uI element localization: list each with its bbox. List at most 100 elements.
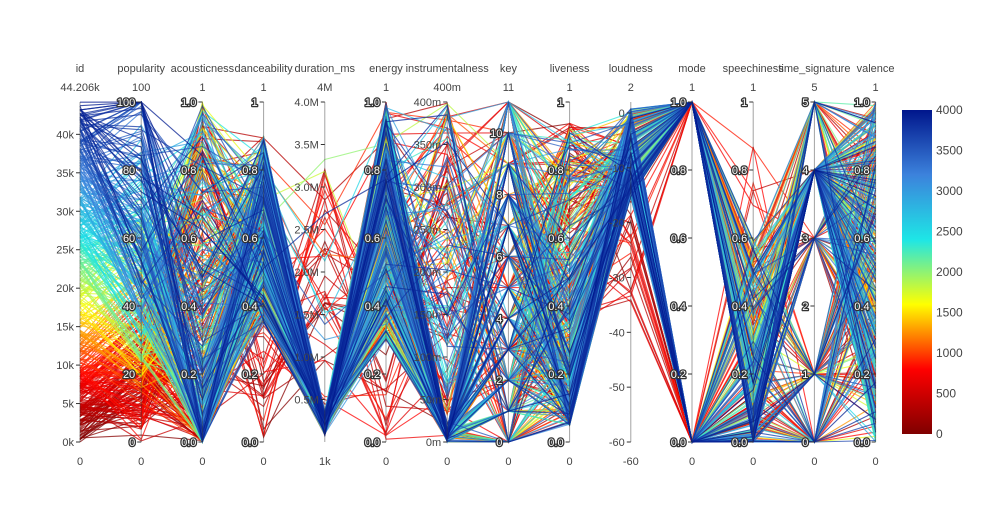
axis-range-bottom: 0	[689, 456, 695, 468]
axis-tick-label: 0.4	[181, 301, 196, 313]
axis-acousticness[interactable]: acousticness 1 0 1.0 0.8 0.6 0.4 0.2 0.0	[171, 63, 235, 468]
axis-range-bottom: 0	[199, 456, 205, 468]
axis-range-bottom: 0	[505, 456, 511, 468]
axis-tick-label: -40	[609, 327, 625, 339]
axis-tick-label: 60	[123, 233, 135, 245]
axis-title: acousticness	[171, 63, 235, 75]
axis-range-bottom: 0	[811, 456, 817, 468]
axis-tick-label: 40	[123, 301, 135, 313]
axis-tick-label: 150m	[414, 310, 442, 322]
axis-range-top: 1	[873, 82, 879, 94]
axis-tick-label: 1.0	[854, 97, 869, 109]
axis-tick-label: 0.6	[732, 233, 747, 245]
axis-tick-label: 0.0	[548, 437, 563, 449]
axis-loudness[interactable]: loudness 2 -60 0 -10 -20 -30 -40 -50 -60	[609, 63, 654, 468]
axis-range-top: 5	[811, 82, 817, 94]
axis-title: speechiness	[723, 63, 785, 75]
axis-tick-label: 250m	[414, 225, 442, 237]
axis-instrumentalness[interactable]: instrumentalness 400m 0 400m 350m 300m 250m 200…	[406, 63, 490, 468]
axis-tick-label: 1	[557, 97, 563, 109]
axis-tick-label: 0.4	[732, 301, 747, 313]
axis-tick-label: 0.2	[242, 369, 257, 381]
axis-range-top: 100	[132, 82, 150, 94]
data-polyline	[79, 100, 877, 442]
axis-tick-label: 0.5M	[294, 395, 318, 407]
axis-title: valence	[857, 63, 895, 75]
axis-tick-label: 0.4	[548, 301, 563, 313]
axis-speechiness[interactable]: speechiness 1 0 1 0.8 0.6 0.4 0.2 0.0	[723, 63, 785, 468]
axis-tick-label: 10	[490, 128, 502, 140]
axis-tick-label: 0.0	[365, 437, 380, 449]
axis-range-bottom: 0	[261, 456, 267, 468]
colorbar-tick-label: 0	[936, 427, 943, 441]
axis-key[interactable]: key 11 0 10 8 6 4 2 0	[489, 63, 518, 468]
axis-title: loudness	[609, 63, 654, 75]
data-polyline	[79, 101, 877, 430]
data-polyline	[79, 101, 876, 441]
axis-range-top: 1	[689, 82, 695, 94]
axis-title: duration_ms	[295, 63, 356, 75]
axis-tick-label: 2	[802, 301, 808, 313]
colorbar-tick-label: 2000	[936, 265, 963, 279]
data-polyline	[79, 101, 876, 438]
axis-range-top: 1	[199, 82, 205, 94]
data-polyline	[79, 101, 876, 444]
data-polyline	[79, 101, 876, 439]
axis-tick-label: 5	[802, 97, 808, 109]
axis-valence[interactable]: valence 1 0 1.0 0.8 0.6 0.4 0.2 0.0	[853, 63, 895, 468]
axis-tick-label: 0.4	[242, 301, 257, 313]
colorbar-tick-label: 500	[936, 387, 956, 401]
axis-tick-label: 0.2	[548, 369, 563, 381]
axis-title: danceability	[235, 63, 294, 75]
axis-tick-label: 0.2	[732, 369, 747, 381]
axis-tick-label: 20k	[56, 283, 74, 295]
colorbar-gradient	[902, 110, 932, 434]
axis-energy[interactable]: energy 1 0 1.0 0.8 0.6 0.4 0.2 0.0	[363, 63, 404, 468]
axis-tick-label: 50m	[420, 395, 441, 407]
axis-title: instrumentalness	[406, 63, 490, 75]
axis-title: key	[500, 63, 518, 75]
axis-id[interactable]: id 44.206k 0 40k 35k 30k 25k 20k 15k 10k 5k 0k	[56, 63, 100, 468]
axis-liveness[interactable]: liveness 1 0 1 0.8 0.6 0.4 0.2 0.0	[547, 63, 590, 468]
axis-tick-label: 0.0	[854, 437, 869, 449]
axis-tick-label: 1	[251, 97, 257, 109]
axis-tick-label: 0.4	[854, 301, 869, 313]
axis-tick-label: 0.8	[854, 165, 869, 177]
axis-mode[interactable]: mode 1 0 1.0 0.8 0.6 0.4 0.2 0.0	[669, 63, 706, 468]
axis-tick-label: 0.4	[671, 301, 686, 313]
axis-range-top: 11	[503, 82, 514, 94]
colorbar-tick-label: 3000	[936, 184, 963, 198]
axis-tick-label: 0	[619, 108, 625, 120]
data-polyline	[79, 105, 877, 443]
data-polyline	[79, 101, 877, 443]
axis-range-bottom: 0	[444, 456, 450, 468]
axis-title: time_signature	[778, 63, 850, 75]
colorbar-tick-label: 1000	[936, 346, 963, 360]
axis-tick-label: 0	[496, 437, 502, 449]
axis-tick-label: 3	[802, 233, 808, 245]
axis-popularity[interactable]: popularity 100 0 100 80 60 40 20 0	[116, 63, 166, 468]
data-polyline	[79, 100, 876, 442]
axis-danceability[interactable]: danceability 1 0 1 0.8 0.6 0.4 0.2 0.0	[235, 63, 294, 468]
axis-tick-label: 40k	[56, 129, 74, 141]
axis-tick-label: 0	[129, 437, 135, 449]
axis-tick-label: 0.8	[732, 165, 747, 177]
axis-title: mode	[678, 63, 706, 75]
data-polyline	[79, 101, 877, 443]
axis-tick-label: 80	[123, 165, 135, 177]
axis-tick-label: 0.6	[365, 233, 380, 245]
axis-tick-label: 1.5M	[294, 310, 318, 322]
axis-tick-label: 6	[496, 252, 502, 264]
axis-range-bottom: 0	[77, 456, 83, 468]
axis-tick-label: 0.0	[671, 437, 686, 449]
colorbar: 0 500 1000 1500 2000 2500 3000 3500 4000	[902, 103, 963, 441]
axis-range-top: 1	[261, 82, 267, 94]
axis-tick-label: 10k	[56, 360, 74, 372]
axis-tick-label: 0.6	[181, 233, 196, 245]
axis-duration_ms[interactable]: duration_ms 4M 1k 4.0M 3.5M 3.0M 2.5M 2.0M 1.5M 1…	[294, 63, 355, 468]
axis-tick-label: 1.0	[671, 97, 686, 109]
axis-tick-label: 2.5M	[294, 225, 318, 237]
axis-time_signature[interactable]: time_signature 5 0 5 4 3 2 1 0	[778, 63, 850, 468]
axis-range-bottom: -60	[623, 456, 639, 468]
